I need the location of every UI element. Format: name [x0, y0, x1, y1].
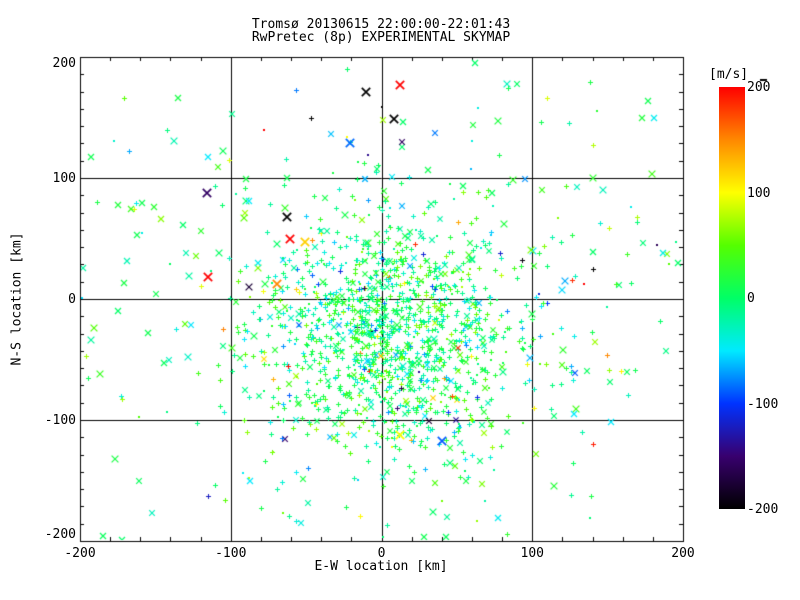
y-tick-label: -100 [44, 413, 76, 428]
plot-subtitle: RwPretec (8p) EXPERIMENTAL SKYMAP [251, 30, 511, 45]
x-tick-label: 0 [377, 546, 386, 561]
y-tick-label: 200 [52, 56, 76, 71]
x-tick-label: -100 [215, 546, 247, 561]
colorbar-tick-label: -200 [747, 502, 779, 517]
x-tick-label: 200 [671, 546, 695, 561]
y-tick-label: 100 [52, 171, 76, 186]
y-tick-label: -200 [44, 527, 76, 542]
y-axis-label: N-S location [km] [9, 232, 25, 366]
x-axis-label: E-W location [km] [314, 559, 448, 574]
colorbar-tick-label: 0 [747, 291, 755, 306]
colorbar [719, 87, 745, 509]
plot-title: Tromsø 20130615 22:00:00-22:01:43 [251, 17, 511, 32]
x-tick-label: -200 [64, 546, 96, 561]
y-tick-label: 0 [68, 292, 76, 307]
colorbar-tick-label: 100 [747, 185, 771, 201]
x-tick-label: 100 [520, 546, 544, 561]
colorbar-tick-label: -100 [747, 396, 779, 412]
colorbar-tick-label: 200 [747, 80, 771, 95]
colorbar-unit-label: [m/s] [709, 67, 749, 82]
